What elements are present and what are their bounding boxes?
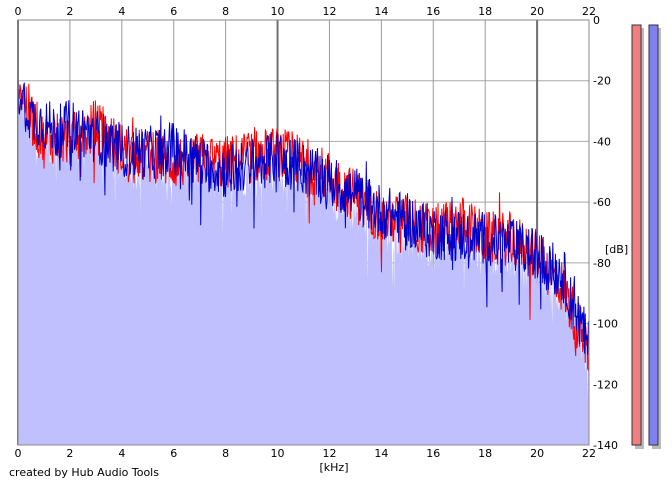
spectrum-area bbox=[18, 84, 589, 446]
y-tick-label: -140 bbox=[593, 439, 618, 452]
x-tick-label-bottom: 8 bbox=[222, 447, 229, 460]
plot-frame bbox=[17, 19, 590, 446]
x-tick-label-top: 0 bbox=[15, 5, 22, 18]
y-tick-label: -40 bbox=[593, 135, 611, 148]
y-tick-label: -80 bbox=[593, 257, 611, 270]
level-meter-2 bbox=[648, 24, 659, 446]
x-tick-label-top: 6 bbox=[170, 5, 177, 18]
x-tick-label-bottom: 16 bbox=[426, 447, 440, 460]
y-tick-label: -60 bbox=[593, 196, 611, 209]
x-tick-label-bottom: 2 bbox=[66, 447, 73, 460]
x-tick-label-bottom: 14 bbox=[374, 447, 388, 460]
x-tick-label-bottom: 10 bbox=[271, 447, 285, 460]
y-tick-label: 0 bbox=[593, 14, 600, 27]
y-tick-label: -120 bbox=[593, 378, 618, 391]
y-tick-label: -20 bbox=[593, 75, 611, 88]
y-tick-label: -100 bbox=[593, 318, 618, 331]
axes: 002244668810101212141416161818202022220-… bbox=[15, 5, 618, 460]
x-tick-label-bottom: 0 bbox=[15, 447, 22, 460]
x-tick-label-bottom: 4 bbox=[118, 447, 125, 460]
level-meters bbox=[631, 24, 661, 449]
x-tick-label-bottom: 18 bbox=[478, 447, 492, 460]
area-fill bbox=[18, 84, 589, 446]
series-lines bbox=[17, 76, 590, 371]
footer-credit: created by Hub Audio Tools bbox=[9, 466, 159, 479]
x-tick-label-top: 16 bbox=[426, 5, 440, 18]
x-tick-label-top: 12 bbox=[322, 5, 336, 18]
series-line-2 bbox=[17, 76, 590, 355]
x-tick-label-top: 2 bbox=[66, 5, 73, 18]
x-tick-label-top: 4 bbox=[118, 5, 125, 18]
x-tick-label-top: 10 bbox=[271, 5, 285, 18]
x-tick-label-bottom: 6 bbox=[170, 447, 177, 460]
x-tick-label-top: 14 bbox=[374, 5, 388, 18]
x-tick-label-top: 18 bbox=[478, 5, 492, 18]
x-tick-label-bottom: 22 bbox=[582, 447, 596, 460]
x-axis-label: [kHz] bbox=[320, 461, 349, 474]
x-tick-label-top: 22 bbox=[582, 5, 596, 18]
x-tick-label-top: 8 bbox=[222, 5, 229, 18]
level-meter-1 bbox=[631, 24, 642, 446]
x-tick-label-bottom: 20 bbox=[530, 447, 544, 460]
x-tick-label-bottom: 12 bbox=[322, 447, 336, 460]
x-tick-label-top: 20 bbox=[530, 5, 544, 18]
y-axis-label: [dB] bbox=[605, 243, 628, 256]
